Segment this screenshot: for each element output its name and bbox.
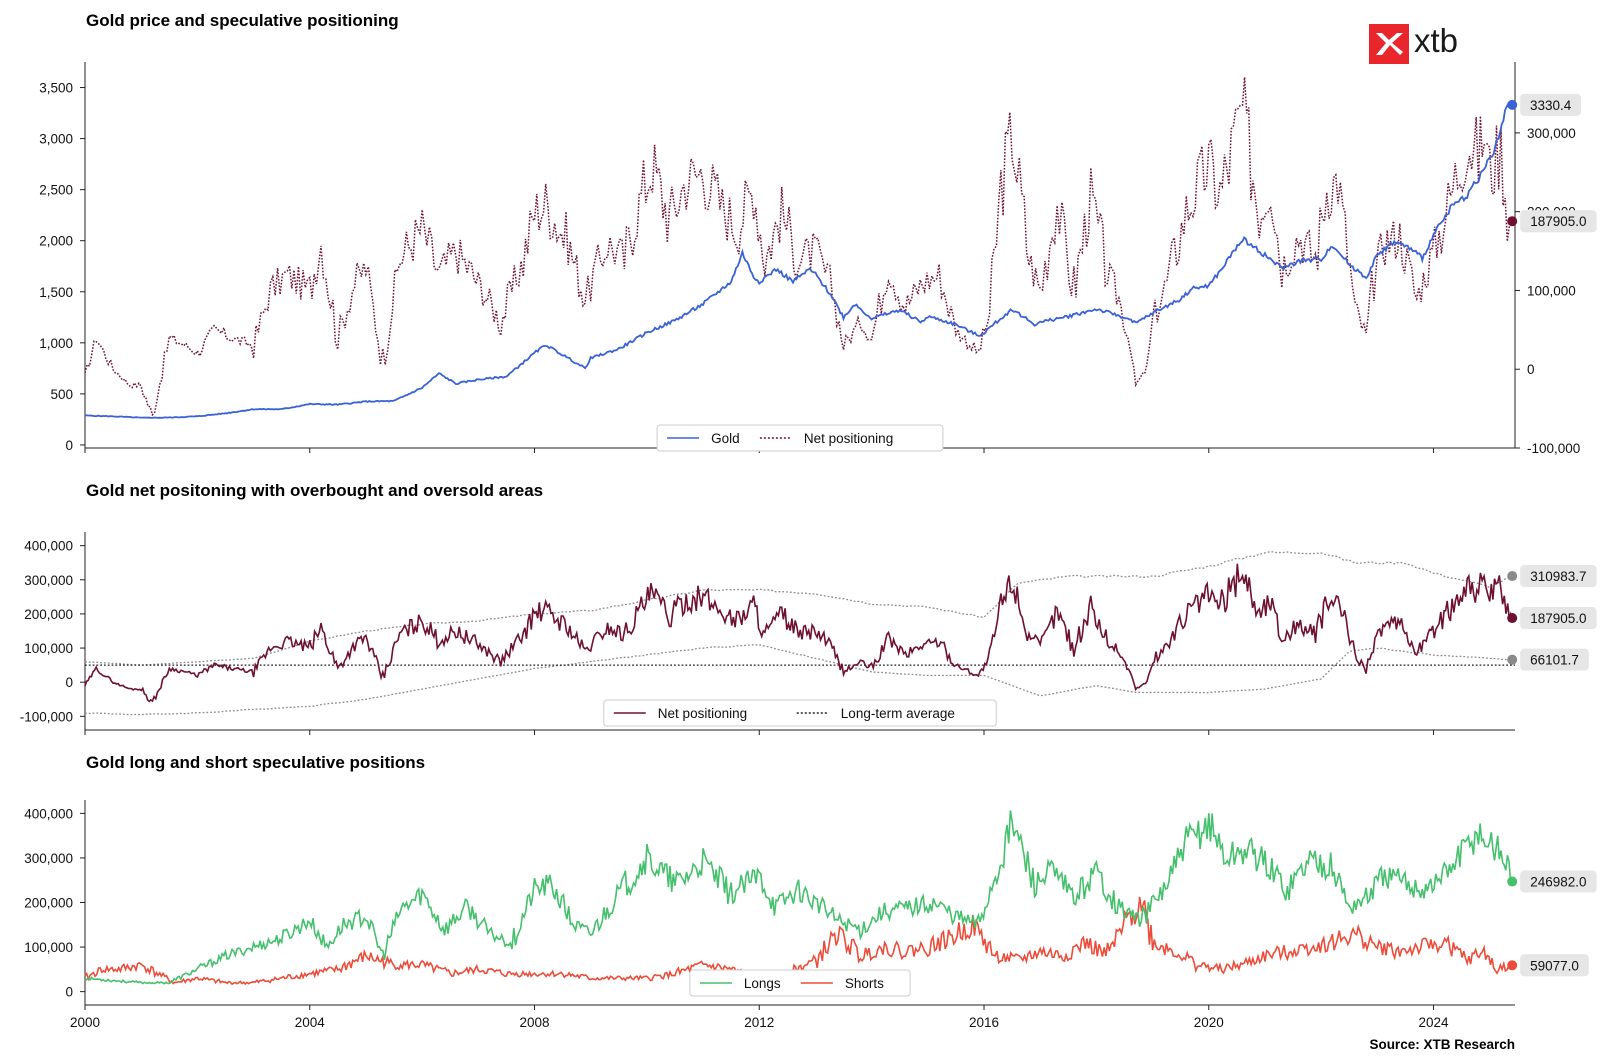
y-tick-label: 400,000 (24, 539, 73, 554)
y-tick-label: 3,500 (39, 81, 73, 96)
y-tick-label: 100,000 (24, 641, 73, 656)
longs-line (84, 810, 1513, 985)
y-tick-label: 200,000 (24, 896, 73, 911)
shorts-end-dot (1507, 960, 1518, 971)
gold-end-label: 3330.4 (1530, 98, 1572, 113)
y-tick-label-right: 100,000 (1527, 283, 1576, 298)
panel1-title: Gold price and speculative positioning (86, 11, 399, 30)
gold-end-box (1520, 93, 1581, 116)
y-tick-label: 100,000 (24, 940, 73, 955)
y-tick-label: 0 (65, 985, 73, 1000)
panel-long-short: 0 100,000 200,000 300,000 400,000 2000 2004 200… (24, 800, 1597, 1030)
lower-band-end-box (1520, 648, 1589, 671)
legend-label: Longs (744, 976, 781, 991)
y-tick-label: 2,500 (39, 183, 73, 198)
net2-end-box (1520, 607, 1597, 630)
lower-band-end-dot (1507, 654, 1518, 665)
legend-label: Long-term average (841, 706, 955, 721)
net2-end-dot (1507, 613, 1518, 624)
legend-box (656, 424, 944, 452)
y-tick-label-right: -100,000 (1527, 441, 1580, 456)
y-tick-label: 1,000 (39, 336, 73, 351)
xtb-logo (1369, 24, 1409, 64)
shorts-end-box (1520, 954, 1589, 977)
net-end-dot (1507, 216, 1518, 227)
x-tick-label: 2004 (295, 1015, 326, 1030)
xtb-x-icon (1376, 33, 1403, 55)
y-tick-label: 500 (50, 387, 73, 402)
x-tick-label: 2008 (519, 1015, 549, 1030)
upper-band-line (84, 550, 1513, 666)
y-tick-label: 400,000 (24, 806, 73, 821)
y-tick-label: 1,500 (39, 285, 73, 300)
net2-end-label: 187905.0 (1530, 611, 1586, 626)
legend-label: Net positioning (658, 706, 747, 721)
upper-band-end-label: 310983.7 (1530, 569, 1586, 584)
shorts-end-label: 59077.0 (1530, 958, 1579, 973)
xtb-logo-text: xtb (1414, 22, 1459, 59)
legend-label: Gold (711, 431, 740, 446)
y-tick-label: 2,000 (39, 234, 73, 249)
net-end-label: 187905.0 (1530, 214, 1586, 229)
legend-box (689, 969, 911, 997)
y-tick-label: 3,000 (39, 132, 73, 147)
net-end-box (1520, 210, 1597, 233)
net-positioning-line (84, 77, 1513, 417)
y-tick-label-right: 300,000 (1527, 126, 1576, 141)
y-tick-label: 0 (65, 675, 73, 690)
legend-label: Shorts (845, 976, 884, 991)
gold-price-line (84, 101, 1513, 419)
upper-band-end-box (1520, 565, 1597, 588)
panel2-title: Gold net positoning with overbought and … (86, 481, 543, 500)
x-tick-label: 2024 (1419, 1015, 1450, 1030)
longs-end-box (1520, 870, 1597, 893)
y-tick-label: 200,000 (24, 607, 73, 622)
legend-box (603, 699, 997, 727)
net-positioning-line (84, 563, 1513, 703)
upper-band-end-dot (1507, 571, 1518, 582)
x-tick-label: 2016 (969, 1015, 999, 1030)
y-tick-label: -100,000 (20, 709, 73, 724)
x-tick-label: 2000 (70, 1015, 100, 1030)
x-tick-label: 2020 (1194, 1015, 1224, 1030)
panel-net-positioning: -100,000 0 100,000 200,000 300,000 400,000 310… (20, 532, 1597, 735)
panel3-title: Gold long and short speculative position… (86, 753, 425, 772)
longs-end-label: 246982.0 (1530, 875, 1586, 890)
y-tick-label: 300,000 (24, 573, 73, 588)
gold-end-dot (1507, 99, 1518, 110)
x-tick-label: 2012 (744, 1015, 774, 1030)
longs-end-dot (1507, 876, 1518, 887)
panel-gold-price: 0 500 1,000 1,500 2,000 2,500 3,000 3,500 -100,0… (39, 62, 1597, 456)
y-tick-label-right: 0 (1527, 362, 1535, 377)
lower-band-end-label: 66101.7 (1530, 653, 1579, 668)
y-tick-label: 300,000 (24, 851, 73, 866)
y-tick-label: 0 (65, 438, 73, 453)
source-note: Source: XTB Research (1369, 1037, 1515, 1052)
legend-label: Net positioning (804, 431, 893, 446)
